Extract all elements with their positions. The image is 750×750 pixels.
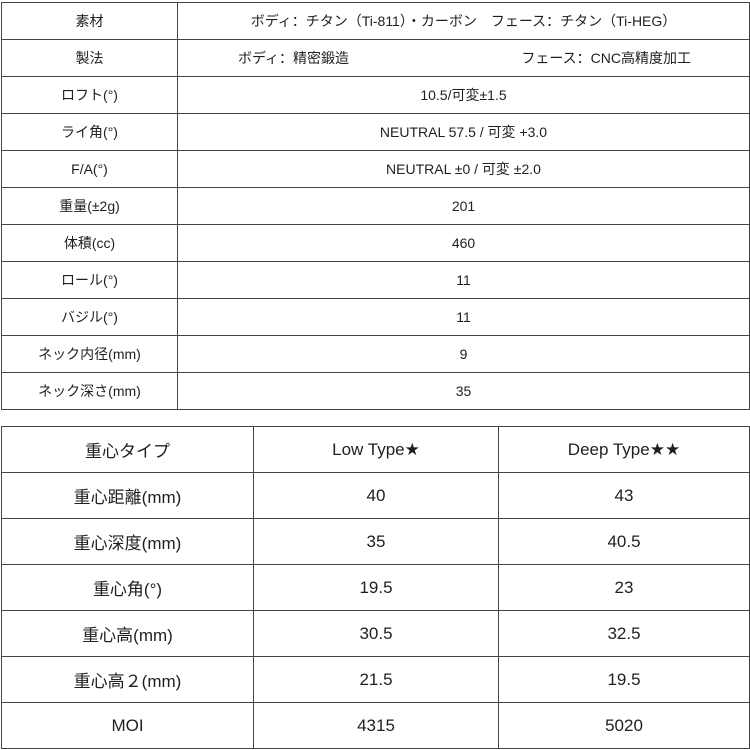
cg-value-depth-low: 35 [253, 518, 499, 565]
table-row: 体積(cc) 460 [1, 224, 750, 262]
table-row: 重心高(mm) 30.5 32.5 [1, 610, 750, 657]
spec-label-bulge: バジル(°) [1, 298, 178, 336]
spec-label-lie-angle: ライ角(°) [1, 113, 178, 151]
spec-value-neck-depth: 35 [177, 372, 750, 410]
spec-label-roll: ロール(°) [1, 261, 178, 299]
spec-value-construction: ボディ：精密鍛造 フェース：CNC高精度加工 [177, 39, 750, 77]
cg-comparison-table: 重心タイプ Low Type★ Deep Type★★ 重心距離(mm) 40 … [1, 426, 750, 749]
table-header-row: 重心タイプ Low Type★ Deep Type★★ [1, 426, 750, 473]
cg-header-deep-type: Deep Type★★ [498, 426, 750, 473]
spec-label-face-angle: F/A(°) [1, 150, 178, 188]
construction-values: ボディ：精密鍛造 フェース：CNC高精度加工 [179, 48, 749, 68]
table-row: 重心深度(mm) 35 40.5 [1, 518, 750, 565]
cg-value-height-deep: 32.5 [498, 610, 750, 657]
cg-value-angle-deep: 23 [498, 564, 750, 611]
table-row: 重心高２(mm) 21.5 19.5 [1, 656, 750, 703]
cg-label-depth: 重心深度(mm) [1, 518, 254, 565]
spec-label-material: 素材 [1, 2, 178, 40]
spec-value-material: ボディ：チタン（Ti-811）・カーボン フェース：チタン（Ti-HEG） [177, 2, 750, 40]
spec-value-volume: 460 [177, 224, 750, 262]
table-row: MOI 4315 5020 [1, 702, 750, 749]
cg-value-moi-deep: 5020 [498, 702, 750, 749]
spec-value-lie-angle: NEUTRAL 57.5 / 可変 +3.0 [177, 113, 750, 151]
cg-value-depth-deep: 40.5 [498, 518, 750, 565]
spec-value-neck-inner-diameter: 9 [177, 335, 750, 373]
construction-face: フェース：CNC高精度加工 [521, 50, 691, 66]
table-row: F/A(°) NEUTRAL ±0 / 可変 ±2.0 [1, 150, 750, 188]
spec-value-weight: 201 [177, 187, 750, 225]
spec-value-loft: 10.5/可変±1.5 [177, 76, 750, 114]
cg-value-height2-deep: 19.5 [498, 656, 750, 703]
table-row: 製法 ボディ：精密鍛造 フェース：CNC高精度加工 [1, 39, 750, 77]
table-row: 重心角(°) 19.5 23 [1, 564, 750, 611]
cg-value-moi-low: 4315 [253, 702, 499, 749]
table-row: ロフト(°) 10.5/可変±1.5 [1, 76, 750, 114]
cg-label-height: 重心高(mm) [1, 610, 254, 657]
club-spec-table: 素材 ボディ：チタン（Ti-811）・カーボン フェース：チタン（Ti-HEG）… [1, 2, 750, 410]
cg-label-angle: 重心角(°) [1, 564, 254, 611]
cg-header-low-type: Low Type★ [253, 426, 499, 473]
spec-value-bulge: 11 [177, 298, 750, 336]
spec-label-loft: ロフト(°) [1, 76, 178, 114]
table-row: 素材 ボディ：チタン（Ti-811）・カーボン フェース：チタン（Ti-HEG） [1, 2, 750, 40]
cg-value-distance-low: 40 [253, 472, 499, 519]
table-row: ロール(°) 11 [1, 261, 750, 299]
table-row: ライ角(°) NEUTRAL 57.5 / 可変 +3.0 [1, 113, 750, 151]
spec-label-volume: 体積(cc) [1, 224, 178, 262]
cg-value-height2-low: 21.5 [253, 656, 499, 703]
table-row: 重心距離(mm) 40 43 [1, 472, 750, 519]
table-row: ネック深さ(mm) 35 [1, 372, 750, 410]
spec-label-neck-inner-diameter: ネック内径(mm) [1, 335, 178, 373]
table-row: 重量(±2g) 201 [1, 187, 750, 225]
cg-value-height-low: 30.5 [253, 610, 499, 657]
cg-label-distance: 重心距離(mm) [1, 472, 254, 519]
table-row: ネック内径(mm) 9 [1, 335, 750, 373]
spec-value-roll: 11 [177, 261, 750, 299]
cg-value-angle-low: 19.5 [253, 564, 499, 611]
cg-value-distance-deep: 43 [498, 472, 750, 519]
cg-label-height2: 重心高２(mm) [1, 656, 254, 703]
cg-label-moi: MOI [1, 702, 254, 749]
construction-body: ボディ：精密鍛造 [238, 50, 350, 66]
spec-label-construction: 製法 [1, 39, 178, 77]
spec-value-face-angle: NEUTRAL ±0 / 可変 ±2.0 [177, 150, 750, 188]
table-row: バジル(°) 11 [1, 298, 750, 336]
cg-header-type: 重心タイプ [1, 426, 254, 473]
spec-label-weight: 重量(±2g) [1, 187, 178, 225]
spec-label-neck-depth: ネック深さ(mm) [1, 372, 178, 410]
